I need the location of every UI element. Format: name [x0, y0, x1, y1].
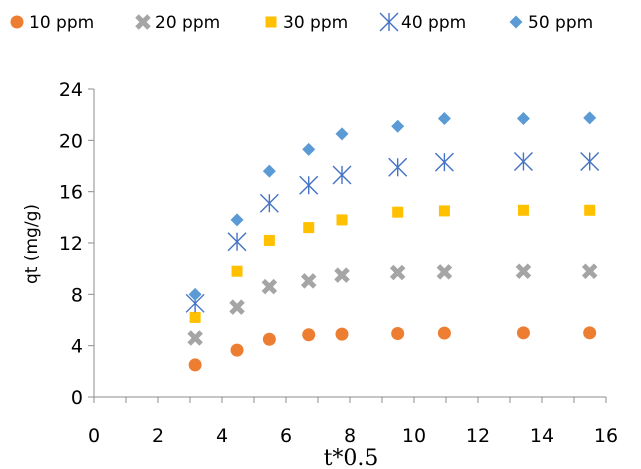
legend-label-30-ppm: 30 ppm: [283, 13, 348, 33]
x-tick-label: 4: [216, 425, 228, 447]
point-40-ppm: [332, 165, 352, 185]
legend-marker-50-ppm: [509, 15, 523, 29]
point-20-ppm: [261, 278, 278, 295]
legend-label-50-ppm: 50 ppm: [528, 13, 593, 33]
point-30-ppm: [231, 265, 243, 277]
point-10-ppm: [583, 326, 597, 340]
point-30-ppm: [517, 204, 529, 216]
point-40-ppm: [388, 157, 408, 177]
x-tick-label: 12: [466, 425, 490, 447]
point-20-ppm: [515, 263, 532, 280]
x-axis-label: t*0.5: [324, 446, 379, 469]
point-10-ppm: [262, 332, 276, 346]
point-10-ppm: [335, 327, 349, 341]
point-30-ppm: [303, 222, 315, 234]
x-tick-label: 8: [344, 425, 356, 447]
point-50-ppm: [230, 213, 244, 227]
point-10-ppm: [516, 326, 530, 340]
legend: 10 ppm 20 ppm 30 ppm 40 ppm 50 ppm: [10, 12, 593, 33]
legend-marker-40-ppm: [379, 12, 399, 32]
point-20-ppm: [300, 273, 317, 289]
point-40-ppm: [513, 152, 533, 172]
point-50-ppm: [262, 164, 276, 178]
point-40-ppm: [227, 232, 247, 252]
x-tick-label: 16: [594, 425, 618, 447]
point-40-ppm: [299, 175, 319, 195]
point-10-ppm: [437, 326, 451, 340]
legend-label-40-ppm: 40 ppm: [401, 13, 466, 33]
x-tick-label: 14: [530, 425, 554, 447]
point-50-ppm: [437, 112, 451, 126]
point-30-ppm: [263, 234, 275, 246]
y-tick-label: 20: [59, 130, 83, 152]
point-20-ppm: [187, 330, 203, 346]
point-20-ppm: [581, 263, 598, 280]
point-30-ppm: [336, 214, 348, 226]
point-30-ppm: [584, 204, 596, 216]
data-points: [185, 111, 600, 372]
y-tick-label: 24: [59, 79, 83, 101]
legend-label-10-ppm: 10 ppm: [29, 13, 94, 33]
y-tick-label: 16: [59, 182, 83, 204]
legend-marker-20-ppm: [135, 14, 151, 30]
point-20-ppm: [389, 264, 406, 281]
point-30-ppm: [392, 206, 404, 218]
x-tick-label: 10: [402, 425, 426, 447]
point-40-ppm: [259, 193, 279, 213]
x-tick-label: 6: [280, 425, 292, 447]
y-tick-label: 4: [71, 336, 83, 358]
point-50-ppm: [516, 112, 530, 126]
legend-marker-30-ppm: [265, 16, 277, 28]
point-10-ppm: [391, 326, 405, 340]
point-20-ppm: [334, 267, 350, 283]
y-tick-label: 12: [59, 233, 83, 255]
x-tick-label: 2: [152, 425, 164, 447]
point-40-ppm: [580, 152, 600, 172]
point-10-ppm: [302, 328, 316, 342]
point-30-ppm: [438, 205, 450, 217]
legend-label-20-ppm: 20 ppm: [155, 13, 220, 33]
point-30-ppm: [189, 311, 201, 323]
point-10-ppm: [230, 343, 244, 357]
y-axis-label: qt (mg/g): [22, 204, 42, 284]
point-50-ppm: [302, 142, 316, 156]
legend-marker-10-ppm: [10, 15, 24, 29]
point-20-ppm: [436, 264, 453, 280]
point-20-ppm: [229, 299, 245, 315]
point-50-ppm: [335, 127, 349, 141]
point-40-ppm: [434, 152, 454, 172]
point-50-ppm: [583, 111, 597, 125]
point-10-ppm: [188, 358, 202, 372]
y-tick-label: 8: [71, 284, 83, 306]
point-50-ppm: [391, 119, 405, 133]
x-tick-label: 0: [88, 425, 100, 447]
y-tick-label: 0: [71, 387, 83, 409]
point-50-ppm: [188, 287, 202, 301]
